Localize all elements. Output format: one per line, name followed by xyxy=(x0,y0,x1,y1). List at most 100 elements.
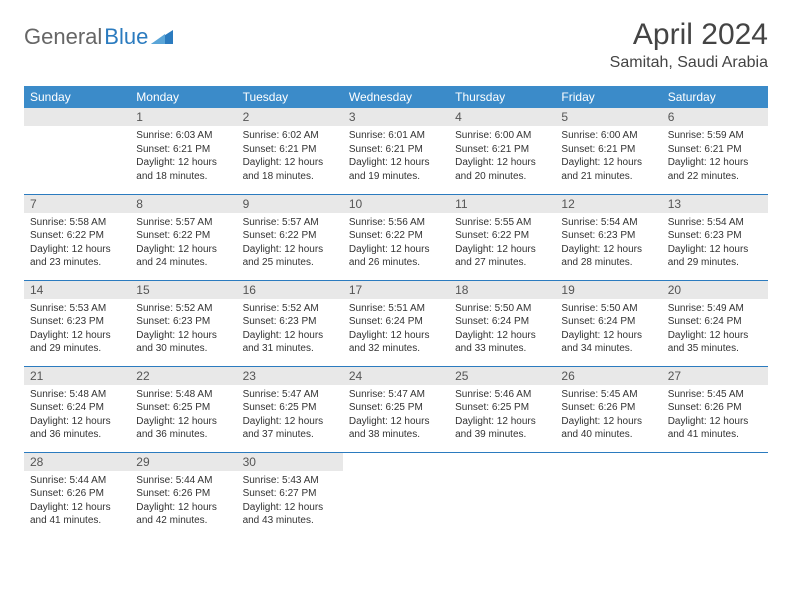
day-body: Sunrise: 5:55 AMSunset: 6:22 PMDaylight:… xyxy=(449,213,555,276)
day-number: 9 xyxy=(237,195,343,213)
day-body: Sunrise: 5:44 AMSunset: 6:26 PMDaylight:… xyxy=(130,471,236,534)
day-body: Sunrise: 5:59 AMSunset: 6:21 PMDaylight:… xyxy=(662,126,768,189)
day-number: 15 xyxy=(130,281,236,299)
calendar-row: 7Sunrise: 5:58 AMSunset: 6:22 PMDaylight… xyxy=(24,194,768,280)
calendar-row: 14Sunrise: 5:53 AMSunset: 6:23 PMDayligh… xyxy=(24,280,768,366)
logo-triangle-icon xyxy=(151,28,173,44)
calendar: Sunday Monday Tuesday Wednesday Thursday… xyxy=(24,86,768,538)
day-number: 20 xyxy=(662,281,768,299)
calendar-cell xyxy=(449,452,555,538)
calendar-cell: 9Sunrise: 5:57 AMSunset: 6:22 PMDaylight… xyxy=(237,194,343,280)
calendar-cell xyxy=(555,452,661,538)
calendar-cell: 13Sunrise: 5:54 AMSunset: 6:23 PMDayligh… xyxy=(662,194,768,280)
calendar-cell: 11Sunrise: 5:55 AMSunset: 6:22 PMDayligh… xyxy=(449,194,555,280)
day-number: 21 xyxy=(24,367,130,385)
calendar-cell: 4Sunrise: 6:00 AMSunset: 6:21 PMDaylight… xyxy=(449,108,555,194)
day-body: Sunrise: 6:00 AMSunset: 6:21 PMDaylight:… xyxy=(449,126,555,189)
weekday-header: Thursday xyxy=(449,86,555,108)
day-body: Sunrise: 5:45 AMSunset: 6:26 PMDaylight:… xyxy=(662,385,768,448)
day-number: 28 xyxy=(24,453,130,471)
logo-text-1: General xyxy=(24,24,102,50)
day-number: 24 xyxy=(343,367,449,385)
calendar-cell: 15Sunrise: 5:52 AMSunset: 6:23 PMDayligh… xyxy=(130,280,236,366)
day-body: Sunrise: 5:47 AMSunset: 6:25 PMDaylight:… xyxy=(343,385,449,448)
day-body: Sunrise: 5:46 AMSunset: 6:25 PMDaylight:… xyxy=(449,385,555,448)
calendar-row: .1Sunrise: 6:03 AMSunset: 6:21 PMDayligh… xyxy=(24,108,768,194)
day-body: Sunrise: 5:45 AMSunset: 6:26 PMDaylight:… xyxy=(555,385,661,448)
day-body: Sunrise: 6:03 AMSunset: 6:21 PMDaylight:… xyxy=(130,126,236,189)
calendar-cell: 3Sunrise: 6:01 AMSunset: 6:21 PMDaylight… xyxy=(343,108,449,194)
weekday-row: Sunday Monday Tuesday Wednesday Thursday… xyxy=(24,86,768,108)
calendar-cell xyxy=(662,452,768,538)
calendar-cell: 1Sunrise: 6:03 AMSunset: 6:21 PMDaylight… xyxy=(130,108,236,194)
day-number: 14 xyxy=(24,281,130,299)
calendar-cell: . xyxy=(24,108,130,194)
calendar-cell: 10Sunrise: 5:56 AMSunset: 6:22 PMDayligh… xyxy=(343,194,449,280)
day-body: Sunrise: 5:48 AMSunset: 6:25 PMDaylight:… xyxy=(130,385,236,448)
calendar-cell: 5Sunrise: 6:00 AMSunset: 6:21 PMDaylight… xyxy=(555,108,661,194)
calendar-cell: 29Sunrise: 5:44 AMSunset: 6:26 PMDayligh… xyxy=(130,452,236,538)
calendar-cell xyxy=(343,452,449,538)
calendar-cell: 21Sunrise: 5:48 AMSunset: 6:24 PMDayligh… xyxy=(24,366,130,452)
calendar-cell: 18Sunrise: 5:50 AMSunset: 6:24 PMDayligh… xyxy=(449,280,555,366)
day-body: Sunrise: 5:56 AMSunset: 6:22 PMDaylight:… xyxy=(343,213,449,276)
weekday-header: Monday xyxy=(130,86,236,108)
calendar-cell: 17Sunrise: 5:51 AMSunset: 6:24 PMDayligh… xyxy=(343,280,449,366)
calendar-cell: 7Sunrise: 5:58 AMSunset: 6:22 PMDaylight… xyxy=(24,194,130,280)
calendar-cell: 25Sunrise: 5:46 AMSunset: 6:25 PMDayligh… xyxy=(449,366,555,452)
weekday-header: Wednesday xyxy=(343,86,449,108)
day-number: 11 xyxy=(449,195,555,213)
logo: General Blue xyxy=(24,24,173,50)
day-number: 26 xyxy=(555,367,661,385)
calendar-cell: 24Sunrise: 5:47 AMSunset: 6:25 PMDayligh… xyxy=(343,366,449,452)
day-body: Sunrise: 5:54 AMSunset: 6:23 PMDaylight:… xyxy=(555,213,661,276)
day-number: 6 xyxy=(662,108,768,126)
day-number: 19 xyxy=(555,281,661,299)
weekday-header: Tuesday xyxy=(237,86,343,108)
calendar-cell: 12Sunrise: 5:54 AMSunset: 6:23 PMDayligh… xyxy=(555,194,661,280)
day-number: 25 xyxy=(449,367,555,385)
day-body: Sunrise: 5:50 AMSunset: 6:24 PMDaylight:… xyxy=(555,299,661,362)
day-body: Sunrise: 5:53 AMSunset: 6:23 PMDaylight:… xyxy=(24,299,130,362)
day-number: 7 xyxy=(24,195,130,213)
day-body: Sunrise: 5:43 AMSunset: 6:27 PMDaylight:… xyxy=(237,471,343,534)
calendar-cell: 27Sunrise: 5:45 AMSunset: 6:26 PMDayligh… xyxy=(662,366,768,452)
title-block: April 2024 Samitah, Saudi Arabia xyxy=(610,18,768,72)
day-body: Sunrise: 5:57 AMSunset: 6:22 PMDaylight:… xyxy=(237,213,343,276)
day-body: Sunrise: 5:48 AMSunset: 6:24 PMDaylight:… xyxy=(24,385,130,448)
header: General Blue April 2024 Samitah, Saudi A… xyxy=(24,18,768,72)
day-number: 4 xyxy=(449,108,555,126)
calendar-cell: 23Sunrise: 5:47 AMSunset: 6:25 PMDayligh… xyxy=(237,366,343,452)
day-body: Sunrise: 5:54 AMSunset: 6:23 PMDaylight:… xyxy=(662,213,768,276)
day-number: 23 xyxy=(237,367,343,385)
day-number: 18 xyxy=(449,281,555,299)
day-body: Sunrise: 5:50 AMSunset: 6:24 PMDaylight:… xyxy=(449,299,555,362)
calendar-cell: 6Sunrise: 5:59 AMSunset: 6:21 PMDaylight… xyxy=(662,108,768,194)
day-number: 13 xyxy=(662,195,768,213)
day-body: Sunrise: 5:51 AMSunset: 6:24 PMDaylight:… xyxy=(343,299,449,362)
day-body: Sunrise: 5:57 AMSunset: 6:22 PMDaylight:… xyxy=(130,213,236,276)
day-body: Sunrise: 5:52 AMSunset: 6:23 PMDaylight:… xyxy=(237,299,343,362)
day-body: Sunrise: 5:52 AMSunset: 6:23 PMDaylight:… xyxy=(130,299,236,362)
day-number: 5 xyxy=(555,108,661,126)
location: Samitah, Saudi Arabia xyxy=(610,54,768,72)
day-number: 10 xyxy=(343,195,449,213)
day-number: 27 xyxy=(662,367,768,385)
calendar-cell: 19Sunrise: 5:50 AMSunset: 6:24 PMDayligh… xyxy=(555,280,661,366)
logo-text-2: Blue xyxy=(104,24,148,50)
day-number: 3 xyxy=(343,108,449,126)
weekday-header: Friday xyxy=(555,86,661,108)
calendar-cell: 26Sunrise: 5:45 AMSunset: 6:26 PMDayligh… xyxy=(555,366,661,452)
weekday-header: Sunday xyxy=(24,86,130,108)
calendar-row: 28Sunrise: 5:44 AMSunset: 6:26 PMDayligh… xyxy=(24,452,768,538)
calendar-cell: 30Sunrise: 5:43 AMSunset: 6:27 PMDayligh… xyxy=(237,452,343,538)
month-title: April 2024 xyxy=(610,18,768,52)
day-number: 30 xyxy=(237,453,343,471)
day-body: Sunrise: 6:02 AMSunset: 6:21 PMDaylight:… xyxy=(237,126,343,189)
day-number: 2 xyxy=(237,108,343,126)
day-body: Sunrise: 5:58 AMSunset: 6:22 PMDaylight:… xyxy=(24,213,130,276)
weekday-header: Saturday xyxy=(662,86,768,108)
day-number: 16 xyxy=(237,281,343,299)
calendar-cell: 20Sunrise: 5:49 AMSunset: 6:24 PMDayligh… xyxy=(662,280,768,366)
calendar-cell: 22Sunrise: 5:48 AMSunset: 6:25 PMDayligh… xyxy=(130,366,236,452)
